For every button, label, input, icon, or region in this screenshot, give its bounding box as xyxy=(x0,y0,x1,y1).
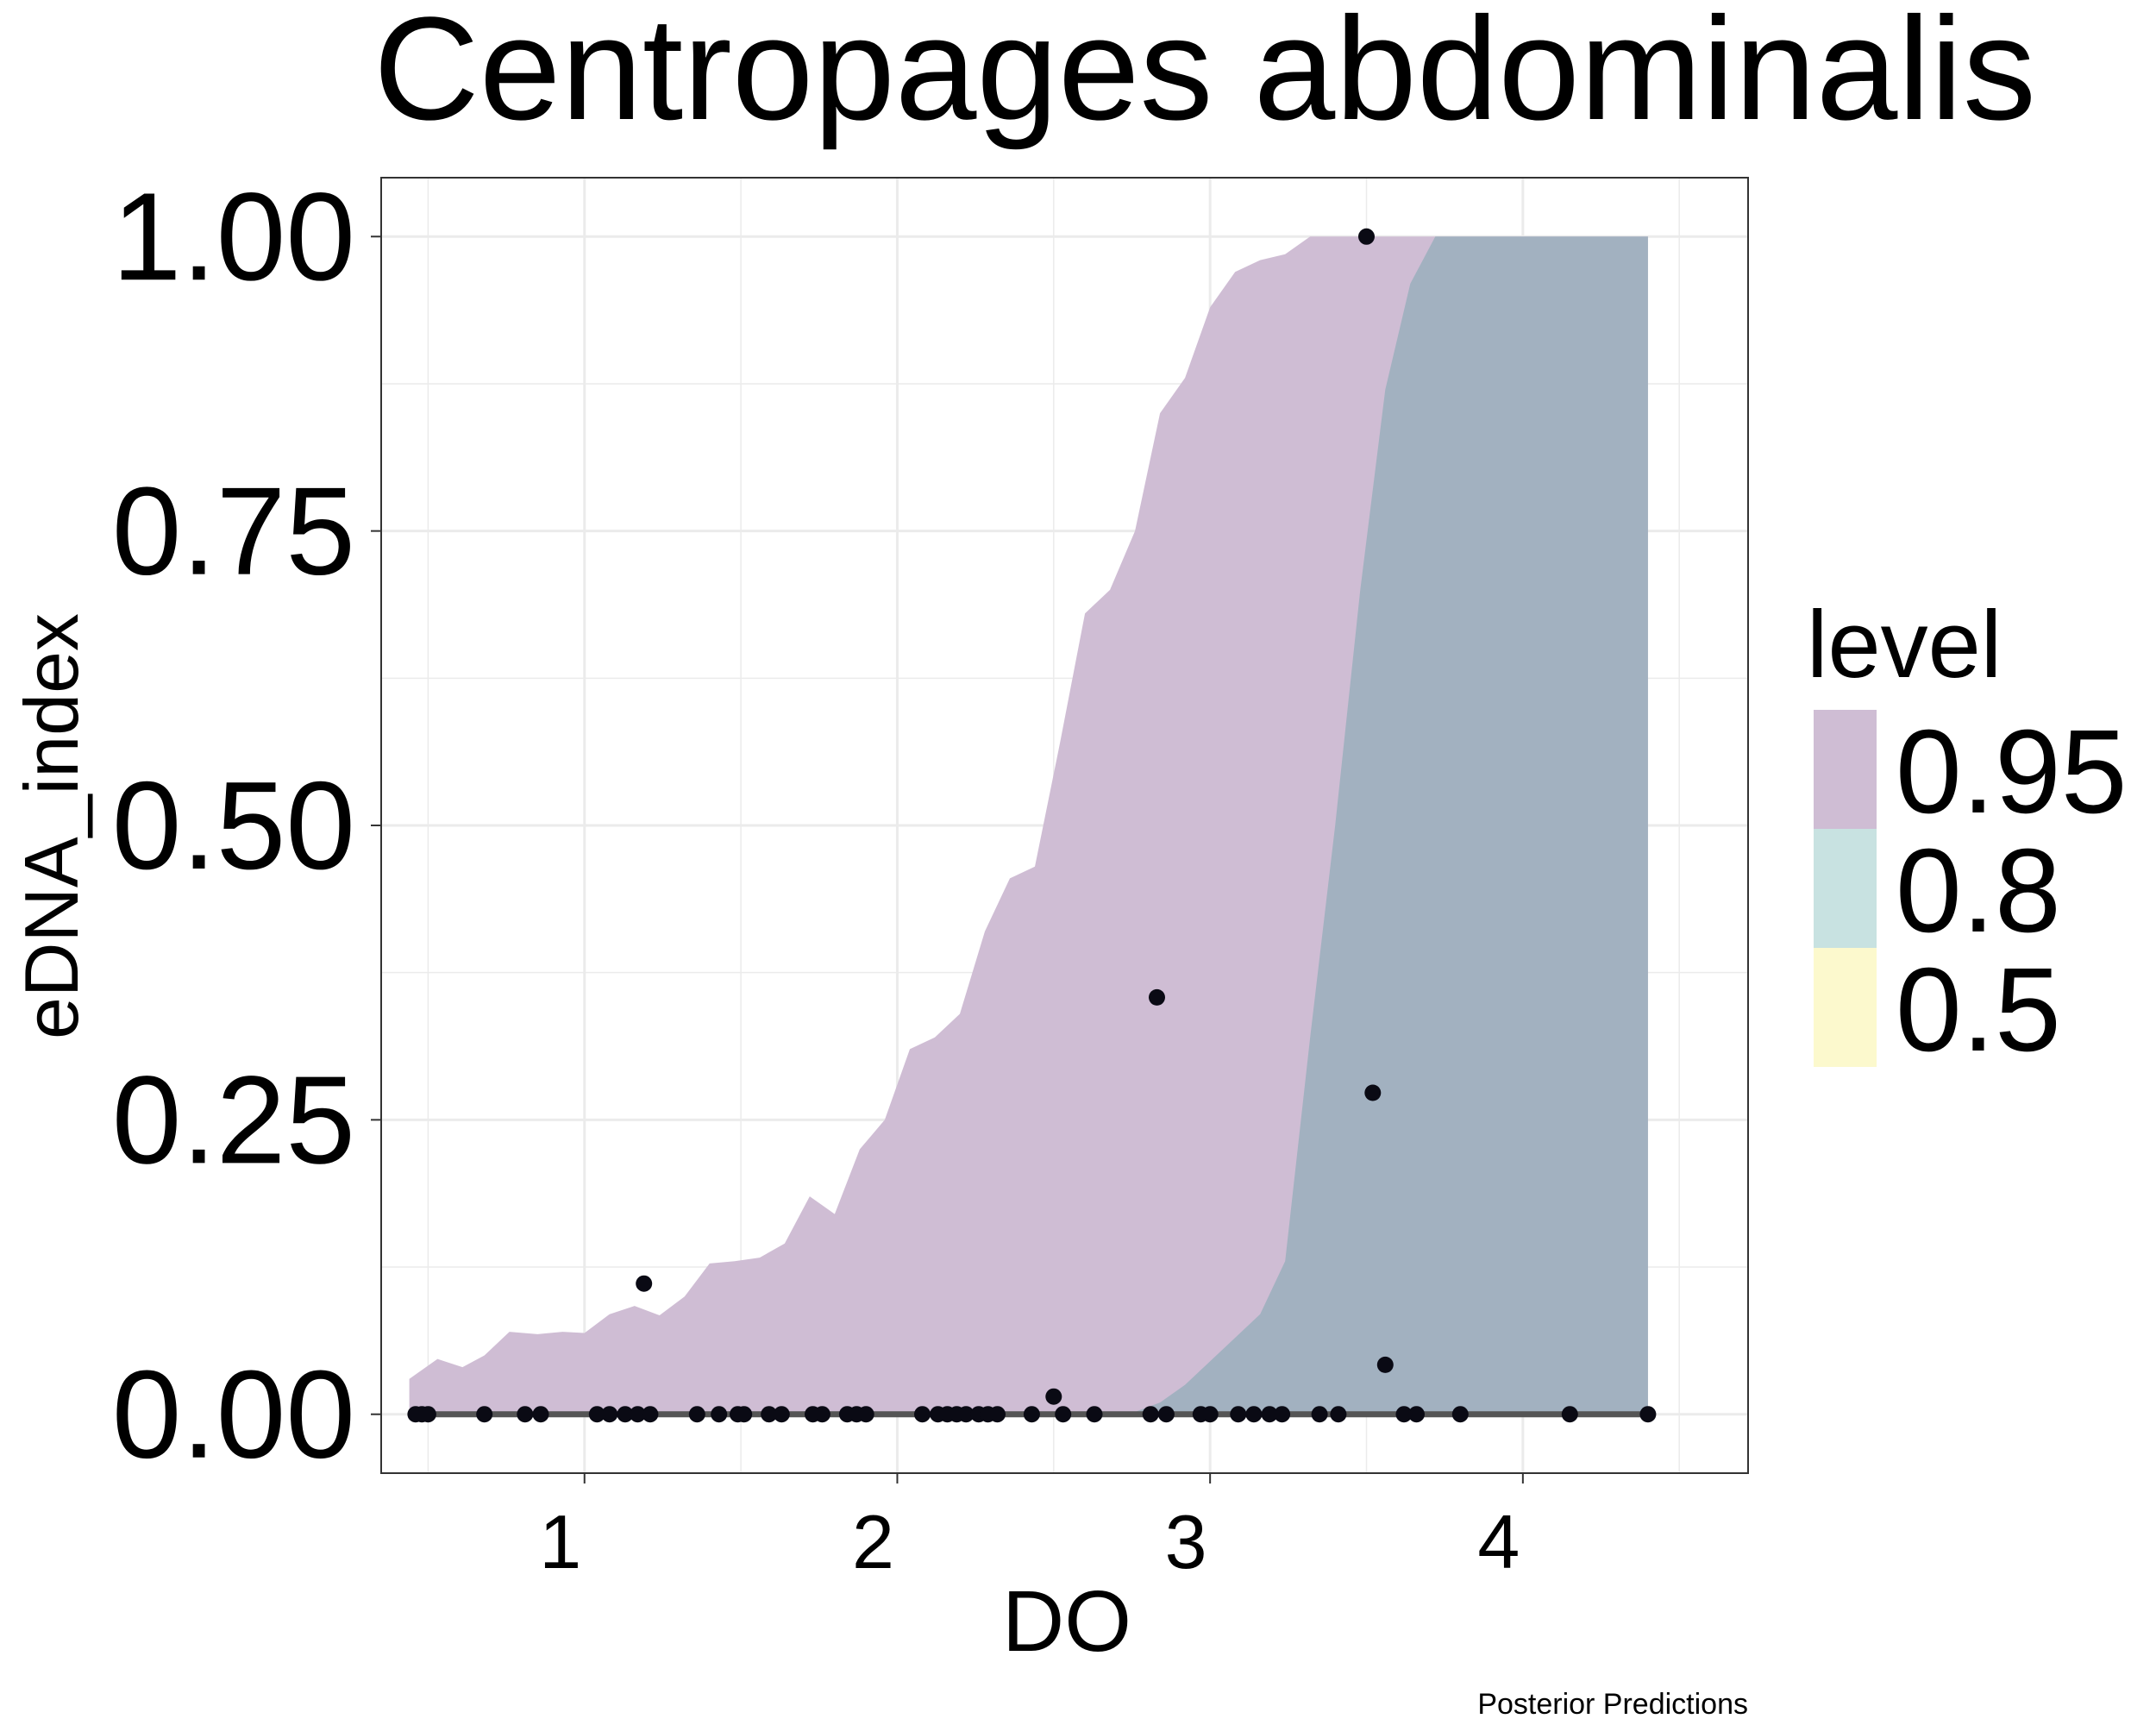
data-point xyxy=(1376,1356,1394,1373)
data-point xyxy=(773,1406,790,1423)
data-point xyxy=(1142,1406,1159,1423)
data-point xyxy=(1245,1406,1263,1423)
data-point xyxy=(532,1406,549,1423)
data-point xyxy=(629,1406,646,1423)
data-point xyxy=(989,1406,1006,1423)
data-point xyxy=(419,1406,436,1423)
data-point xyxy=(736,1406,753,1423)
data-point xyxy=(1395,1406,1413,1423)
x-axis: 1 2 3 4 xyxy=(539,1473,1524,1584)
legend-label: 0.8 xyxy=(1896,825,2061,957)
x-axis-label: DO xyxy=(1002,1573,1131,1670)
data-point xyxy=(857,1406,874,1423)
data-point xyxy=(1274,1406,1291,1423)
data-point xyxy=(1358,228,1375,245)
caption: Posterior Predictions xyxy=(1477,1688,1748,1721)
legend-items: 0.950.80.5 xyxy=(1814,706,2128,1076)
data-point xyxy=(1230,1406,1247,1423)
data-point xyxy=(957,1406,975,1423)
data-point xyxy=(1023,1406,1040,1423)
chart-title: Centropages abdominalis xyxy=(373,0,2036,151)
data-point xyxy=(588,1406,605,1423)
data-point xyxy=(1045,1388,1062,1405)
legend-label: 0.95 xyxy=(1896,706,2128,838)
data-point xyxy=(688,1406,705,1423)
data-point xyxy=(711,1406,728,1423)
y-tick-label: 0.75 xyxy=(112,461,355,601)
data-point xyxy=(761,1406,778,1423)
observed-points xyxy=(407,228,1657,1423)
data-point xyxy=(1055,1406,1072,1423)
data-point xyxy=(476,1406,493,1423)
data-point xyxy=(914,1406,931,1423)
data-point xyxy=(1330,1406,1347,1423)
legend-key-0-8 xyxy=(1814,829,1877,948)
x-tick-label: 2 xyxy=(852,1499,894,1584)
data-point xyxy=(636,1275,653,1292)
legend-label: 0.5 xyxy=(1896,944,2061,1076)
data-point xyxy=(617,1406,634,1423)
x-tick-label: 3 xyxy=(1165,1499,1207,1584)
y-tick-label: 0.00 xyxy=(112,1345,355,1484)
data-point xyxy=(1201,1406,1219,1423)
plot-panel xyxy=(380,177,1749,1474)
legend-title: level xyxy=(1807,592,2002,698)
data-point xyxy=(1157,1406,1175,1423)
data-point xyxy=(1639,1406,1657,1423)
data-point xyxy=(1311,1406,1328,1423)
data-point xyxy=(517,1406,534,1423)
data-point xyxy=(642,1406,659,1423)
x-tick-label: 1 xyxy=(539,1499,581,1584)
data-point xyxy=(1086,1406,1103,1423)
data-point xyxy=(1561,1406,1578,1423)
data-point xyxy=(1364,1084,1382,1101)
credible-interval-ribbons xyxy=(409,236,1648,1414)
x-tick-label: 4 xyxy=(1477,1499,1520,1584)
legend-key-0-95 xyxy=(1814,710,1877,829)
data-point xyxy=(1261,1406,1278,1423)
ribbon-0-8 xyxy=(1135,236,1648,1414)
data-point xyxy=(813,1406,830,1423)
legend: level 0.950.80.5 xyxy=(1807,592,2128,1076)
data-point xyxy=(1149,988,1165,1006)
data-point xyxy=(1451,1406,1469,1423)
y-tick-label: 0.50 xyxy=(112,756,355,895)
data-point xyxy=(601,1406,618,1423)
y-tick-label: 1.00 xyxy=(112,166,355,306)
y-tick-label: 0.25 xyxy=(112,1050,355,1189)
data-point xyxy=(1408,1406,1425,1423)
y-axis: 0.00 0.25 0.50 0.75 1.00 xyxy=(112,166,381,1484)
legend-key-0-5 xyxy=(1814,948,1877,1067)
y-axis-label: eDNA_index xyxy=(9,613,94,1039)
